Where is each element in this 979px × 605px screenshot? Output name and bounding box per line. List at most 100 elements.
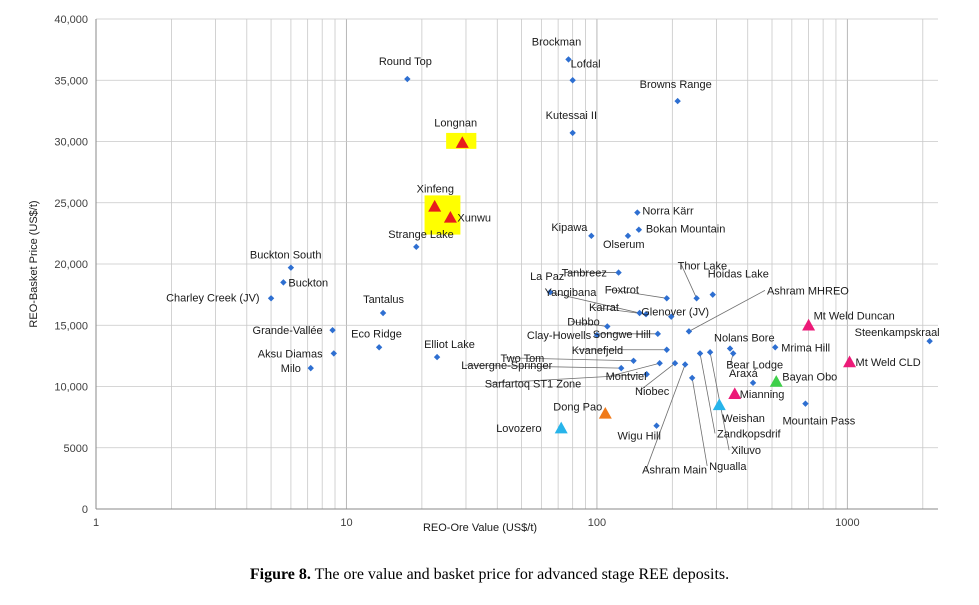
label-ashram-main: Ashram Main	[642, 464, 707, 476]
leader-dubbo	[571, 321, 608, 327]
label-longnan: Longnan	[434, 118, 477, 130]
label-browns-range: Browns Range	[640, 79, 712, 91]
point-kvanefjeld	[663, 346, 670, 353]
point-montviel	[656, 360, 663, 367]
point-buckton	[280, 279, 287, 286]
label-aksu-diamas: Aksu Diamas	[258, 348, 323, 360]
point-grande-vallee	[329, 326, 336, 334]
label-buckton-south: Buckton South	[250, 250, 322, 262]
point-ashram-main	[681, 361, 689, 368]
point-xinfeng	[428, 199, 442, 212]
point-bokan-mountain	[635, 226, 643, 233]
point-ngualla	[688, 374, 696, 382]
label-lofdal: Lofdal	[571, 58, 601, 70]
label-steenkampskraal: Steenkampskraal	[855, 327, 940, 339]
point-brockman	[565, 56, 572, 63]
label-wigu-hill: Wigu Hill	[618, 431, 661, 443]
figure-caption-label: Figure 8.	[249, 566, 311, 583]
label-foxtrot: Foxtrot	[605, 284, 639, 296]
label-tantalus: Tantalus	[363, 294, 404, 306]
point-mrima-hill	[772, 344, 779, 351]
label-hoidas-lake: Hoidas Lake	[708, 269, 769, 281]
point-strange-lake	[413, 243, 420, 251]
label-weishan: Weishan	[722, 413, 765, 425]
data-points	[267, 56, 933, 434]
point-songwe-hill	[654, 330, 662, 338]
y-tick-label: 35,000	[54, 75, 88, 87]
label-mianning: Mianning	[740, 389, 785, 401]
label-brockman: Brockman	[532, 36, 582, 48]
label-elliot-lake: Elliot Lake	[424, 339, 475, 351]
highlight-box	[424, 195, 461, 235]
x-axis-title: REO-Ore Value (US$/t)	[423, 522, 537, 534]
figure-caption-text: The ore value and basket price for advan…	[314, 566, 730, 583]
x-tick-label: 10	[340, 517, 352, 529]
leader-montviel	[609, 362, 660, 377]
point-zandkopsdrif	[696, 350, 704, 357]
label-sarfartoq-st1-zone: Sarfartoq ST1 Zone	[485, 378, 582, 390]
point-milo	[307, 364, 314, 372]
point-la-paz	[546, 288, 554, 296]
point-xunwu	[443, 210, 457, 223]
leader-foxtrot	[608, 288, 667, 299]
point-araxa	[749, 379, 757, 387]
label-xinfeng: Xinfeng	[417, 183, 454, 195]
point-weishan	[712, 398, 726, 411]
point-dubbo	[604, 323, 611, 330]
y-tick-label: 20,000	[54, 259, 88, 271]
label-songwe-hill: Songwe Hill	[593, 329, 651, 341]
point-eco-ridge	[375, 344, 383, 351]
point-norra-karr	[634, 209, 641, 216]
x-tick-label: 1	[93, 517, 99, 529]
label-olserum: Olserum	[603, 239, 645, 251]
point-karrat	[642, 311, 650, 318]
label-mt-weld-cld: Mt Weld CLD	[856, 357, 921, 369]
point-sarfartoq-st1-zone	[643, 371, 650, 378]
leader-thor-lake	[681, 265, 697, 299]
leader-ashram-mhreo	[688, 290, 766, 332]
label-strange-lake: Strange Lake	[388, 229, 453, 241]
point-steenkampskraal	[926, 337, 933, 345]
point-dong-pao	[598, 406, 612, 419]
label-eco-ridge: Eco Ridge	[351, 328, 402, 340]
point-hoidas-lake	[709, 291, 716, 298]
label-milo: Milo	[281, 363, 301, 375]
point-thor-lake	[693, 295, 700, 302]
point-bear-lodge	[730, 350, 737, 357]
point-glenover-jv	[668, 313, 675, 320]
x-tick-label: 100	[588, 517, 606, 529]
y-tick-label: 15,000	[54, 320, 88, 332]
point-xiluvo	[706, 349, 714, 356]
label-ngualla: Ngualla	[709, 461, 747, 473]
x-tick-label: 1000	[835, 517, 859, 529]
point-two-tom	[630, 357, 637, 364]
label-nolans-bore: Nolans Bore	[714, 333, 775, 345]
point-mountain-pass	[802, 400, 809, 407]
scatter-chart: 0 5000 10,000 15,000 20,000 25,000 30,000 35,00…	[28, 14, 940, 534]
label-kipawa: Kipawa	[551, 222, 588, 234]
leader-sarfartoq-st1-zone	[488, 373, 647, 384]
point-foxtrot	[663, 295, 670, 302]
point-browns-range	[674, 97, 681, 105]
label-la-paz: La Paz	[530, 271, 564, 283]
label-two-tom: Two Tom	[501, 353, 545, 365]
label-norra-karr: Norra Kärr	[642, 206, 694, 218]
point-kutessai-ii	[569, 129, 576, 137]
y-tick-label: 10,000	[54, 382, 88, 394]
point-ashram-mhreo	[685, 328, 693, 335]
label-dubbo: Dubbo	[567, 316, 599, 328]
label-lovozero: Lovozero	[496, 423, 541, 435]
label-bokan-mountain: Bokan Mountain	[646, 224, 726, 236]
leader-ashram-main	[645, 364, 686, 470]
label-dong-pao: Dong Pao	[553, 401, 602, 413]
point-niobec	[671, 360, 679, 367]
label-montviel: Montviel	[606, 371, 647, 383]
y-tick-label: 40,000	[54, 14, 88, 26]
label-yangibana: Yangibana	[545, 287, 598, 299]
label-mt-weld-duncan: Mt Weld Duncan	[814, 310, 895, 322]
leader-zandkopsdrif	[699, 353, 716, 434]
point-tanbreez	[615, 269, 622, 276]
label-tanbreez: Tanbreez	[562, 268, 607, 280]
label-niobec: Niobec	[635, 386, 670, 398]
label-glenover-jv: Glenover (JV)	[641, 307, 709, 319]
